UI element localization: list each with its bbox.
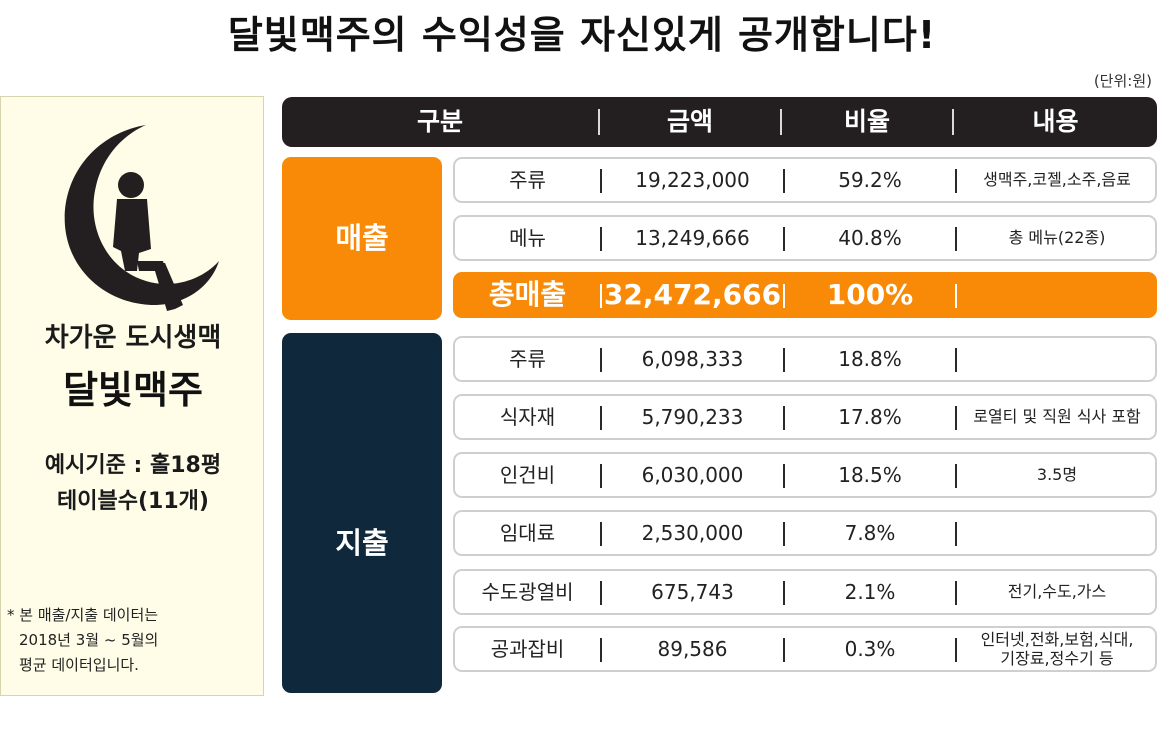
cell-detail: 인터넷,전화,보험,식대, 기장료,정수기 등 xyxy=(957,630,1157,670)
moon-boy-logo xyxy=(64,125,219,311)
cell-divider xyxy=(955,464,957,488)
cell-divider xyxy=(955,522,957,546)
cell-detail xyxy=(957,274,1157,316)
cell-divider xyxy=(600,638,602,662)
table-row: 주류 6,098,333 18.8% xyxy=(453,336,1157,382)
cell-detail: 전기,수도,가스 xyxy=(1007,582,1107,601)
cell-divider xyxy=(600,284,602,308)
cell-divider xyxy=(955,284,957,308)
cell-detail: 로열티 및 직원 식사 포함 xyxy=(973,407,1141,426)
cell-divider xyxy=(783,284,785,308)
cell-amount: 13,249,666 xyxy=(635,226,750,250)
cell-divider xyxy=(783,227,785,251)
cell-amount: 32,472,666 xyxy=(603,278,782,311)
expense-group-label: 지출 xyxy=(282,333,442,693)
unit-label: (단위:원) xyxy=(1093,72,1152,90)
cell-divider xyxy=(600,522,602,546)
table-row: 수도광열비 675,743 2.1% 전기,수도,가스 xyxy=(453,569,1157,615)
cell-amount: 6,030,000 xyxy=(641,463,744,487)
cell-item: 임대료 xyxy=(499,521,556,545)
brand-panel: 차가운 도시생맥 달빛맥주 예시기준 : 홀18평 테이블수(11개) * 본 … xyxy=(0,96,264,696)
cell-ratio: 100% xyxy=(826,278,914,311)
cell-divider xyxy=(955,406,957,430)
brand-subtitle: 차가운 도시생맥 xyxy=(44,323,222,353)
cell-divider xyxy=(783,464,785,488)
cell-amount: 675,743 xyxy=(651,580,734,604)
cell-divider xyxy=(955,227,957,251)
detail-line-2: 기장료,정수기 등 xyxy=(1000,649,1114,668)
cell-divider xyxy=(955,348,957,372)
header-divider xyxy=(780,109,782,135)
basis-line-2: 테이블수(11개) xyxy=(57,489,209,514)
cell-ratio: 18.8% xyxy=(838,347,902,371)
note-line-3: 평균 데이터입니다. xyxy=(19,656,139,674)
header-divider xyxy=(952,109,954,135)
cell-ratio: 18.5% xyxy=(838,463,902,487)
cell-divider xyxy=(600,348,602,372)
detail-line-1: 인터넷,전화,보험,식대, xyxy=(980,630,1134,649)
cell-divider xyxy=(783,522,785,546)
cell-ratio: 0.3% xyxy=(844,637,896,661)
cell-divider xyxy=(600,581,602,605)
cell-amount: 5,790,233 xyxy=(641,405,744,429)
cell-divider xyxy=(783,581,785,605)
header-detail: 내용 xyxy=(1032,107,1079,136)
cell-divider xyxy=(600,227,602,251)
header-category: 구분 xyxy=(416,107,463,136)
cell-divider xyxy=(600,464,602,488)
cell-item: 메뉴 xyxy=(509,226,546,250)
cell-amount: 6,098,333 xyxy=(641,347,744,371)
cell-divider xyxy=(955,169,957,193)
cell-detail: 3.5명 xyxy=(1036,465,1078,484)
cell-item: 주류 xyxy=(509,347,546,371)
cell-divider xyxy=(783,169,785,193)
cell-ratio: 59.2% xyxy=(838,168,902,192)
cell-ratio: 2.1% xyxy=(844,580,896,604)
cell-amount: 89,586 xyxy=(657,637,728,661)
cell-divider xyxy=(955,638,957,662)
table-row: 식자재 5,790,233 17.8% 로열티 및 직원 식사 포함 xyxy=(453,394,1157,440)
table-row: 주류 19,223,000 59.2% 생맥주,코젤,소주,음료 xyxy=(453,157,1157,203)
cell-divider xyxy=(600,406,602,430)
cell-detail xyxy=(957,512,1157,554)
cell-divider xyxy=(783,406,785,430)
cell-detail: 생맥주,코젤,소주,음료 xyxy=(983,170,1131,189)
cell-amount: 19,223,000 xyxy=(635,168,750,192)
table-row: 메뉴 13,249,666 40.8% 총 메뉴(22종) xyxy=(453,215,1157,261)
total-row: 총매출 32,472,666 100% xyxy=(453,272,1157,318)
cell-detail xyxy=(957,338,1157,380)
cell-divider xyxy=(600,169,602,193)
brand-name: 달빛맥주 xyxy=(63,368,203,412)
cell-amount: 2,530,000 xyxy=(641,521,744,545)
page-title: 달빛맥주의 수익성을 자신있게 공개합니다! xyxy=(227,13,937,57)
cell-item: 주류 xyxy=(509,168,546,192)
sales-group-label: 매출 xyxy=(282,157,442,320)
cell-detail: 총 메뉴(22종) xyxy=(1008,228,1106,247)
cell-ratio: 40.8% xyxy=(838,226,902,250)
note-line-1: * 본 매출/지출 데이터는 xyxy=(7,606,159,624)
header-amount: 금액 xyxy=(666,107,713,136)
cell-item: 수도광열비 xyxy=(481,580,574,604)
cell-divider xyxy=(783,348,785,372)
table-header: 구분 금액 비율 내용 xyxy=(282,97,1157,147)
cell-item: 공과잡비 xyxy=(490,637,565,661)
cell-ratio: 17.8% xyxy=(838,405,902,429)
header-ratio: 비율 xyxy=(843,107,890,136)
cell-ratio: 7.8% xyxy=(844,521,896,545)
cell-item: 총매출 xyxy=(488,278,567,311)
table-row: 인건비 6,030,000 18.5% 3.5명 xyxy=(453,452,1157,498)
note-line-2: 2018년 3월 ~ 5월의 xyxy=(19,631,159,649)
cell-item: 인건비 xyxy=(499,463,556,487)
table-row: 임대료 2,530,000 7.8% xyxy=(453,510,1157,556)
cell-divider xyxy=(783,638,785,662)
data-note: * 본 매출/지출 데이터는 2018년 3월 ~ 5월의 평균 데이터입니다. xyxy=(7,603,257,678)
header-divider xyxy=(598,109,600,135)
cell-item: 식자재 xyxy=(499,405,556,429)
basis-line-1: 예시기준 : 홀18평 xyxy=(44,453,222,478)
table-row: 공과잡비 89,586 0.3% 인터넷,전화,보험,식대, 기장료,정수기 등 xyxy=(453,626,1157,672)
cell-divider xyxy=(955,581,957,605)
